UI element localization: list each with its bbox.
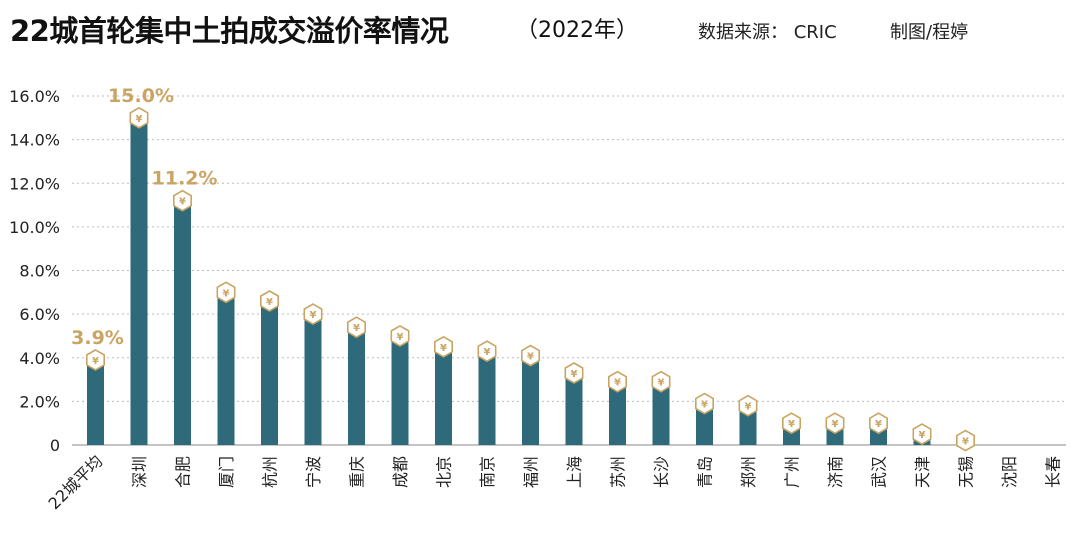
yen-symbol: ¥ <box>919 430 926 441</box>
yen-symbol: ¥ <box>658 378 665 389</box>
yen-icon <box>694 392 715 415</box>
x-tick-label: 青岛 <box>696 456 715 488</box>
x-tick-label: 成都 <box>391 456 410 488</box>
x-tick-label: 杭州 <box>261 456 280 488</box>
y-tick-label: 4.0% <box>19 349 60 368</box>
bar <box>348 327 365 445</box>
yen-icon <box>738 394 758 417</box>
yen-icon <box>216 281 236 304</box>
yen-icon <box>825 412 845 435</box>
yen-symbol: ¥ <box>223 288 230 299</box>
yen-symbol: ¥ <box>788 419 795 430</box>
yen-icon <box>303 303 323 326</box>
yen-symbol: ¥ <box>875 419 882 430</box>
bar <box>87 359 104 445</box>
yen-icon <box>781 412 802 435</box>
x-tick-label: 福州 <box>522 456 541 488</box>
chart-subtitle: （2022年） <box>516 18 638 43</box>
yen-icon <box>173 189 192 212</box>
x-tick-label: 济南 <box>826 456 845 488</box>
yen-icon <box>477 340 497 363</box>
yen-icon <box>564 362 584 384</box>
yen-symbol: ¥ <box>701 400 708 411</box>
y-tick-label: 2.0% <box>19 392 60 411</box>
yen-symbol: ¥ <box>266 297 273 308</box>
x-tick-label: 深圳 <box>130 456 149 488</box>
y-tick-label: 10.0% <box>9 218 60 237</box>
x-tick-label: 沈阳 <box>1000 456 1019 488</box>
yen-icon <box>346 316 367 339</box>
yen-icon <box>651 370 671 393</box>
x-tick-label: 厦门 <box>217 456 236 488</box>
yen-symbol: ¥ <box>484 347 491 358</box>
x-tick-label: 广州 <box>783 456 802 488</box>
y-tick-label: 14.0% <box>9 131 60 150</box>
bar <box>174 200 191 445</box>
y-tick-label: 6.0% <box>19 305 60 324</box>
chart-title: 22城首轮集中土拍成交溢价率情况 <box>10 14 449 48</box>
yen-icon <box>868 412 889 435</box>
chart-header: 22城首轮集中土拍成交溢价率情况 （2022年） 数据来源： CRIC 制图/程… <box>10 8 1070 48</box>
bar <box>217 292 235 445</box>
x-tick-label: 武汉 <box>870 456 889 488</box>
yen-symbol: ¥ <box>136 114 143 125</box>
data-label: 3.9% <box>71 327 124 349</box>
yen-symbol: ¥ <box>745 402 752 413</box>
bar <box>522 355 539 445</box>
yen-symbol: ¥ <box>397 332 404 343</box>
yen-icon <box>433 335 454 358</box>
bar <box>565 373 583 445</box>
x-tick-label: 郑州 <box>739 456 758 488</box>
bar <box>130 117 148 445</box>
yen-symbol: ¥ <box>353 323 360 334</box>
x-tick-label: 宁波 <box>304 456 323 488</box>
yen-icon <box>390 324 410 347</box>
yen-symbol: ¥ <box>571 369 578 380</box>
yen-symbol: ¥ <box>832 419 839 430</box>
data-label: 11.2% <box>152 168 218 190</box>
yen-symbol: ¥ <box>92 356 99 367</box>
bar <box>739 405 757 445</box>
bar <box>435 346 452 445</box>
yen-icon <box>129 106 149 129</box>
bar <box>478 351 496 445</box>
yen-symbol: ¥ <box>179 197 186 208</box>
x-tick-label: 南京 <box>478 456 497 488</box>
x-tick-label: 上海 <box>565 456 584 488</box>
x-tick-label: 22城平均 <box>45 451 107 513</box>
y-tick-label: 12.0% <box>9 174 60 193</box>
chart-author: 制图/程婷 <box>890 22 969 43</box>
x-tick-label: 重庆 <box>348 456 367 488</box>
bar <box>261 301 278 445</box>
yen-icon <box>520 344 541 367</box>
data-source: 数据来源： CRIC <box>698 22 837 43</box>
x-tick-label: 长沙 <box>652 456 671 488</box>
bar <box>652 381 670 445</box>
x-tick-label: 合肥 <box>174 456 193 488</box>
x-tick-label: 天津 <box>913 456 932 488</box>
x-tick-label: 苏州 <box>609 456 628 488</box>
bar <box>391 335 409 445</box>
bar <box>304 314 322 445</box>
yen-symbol: ¥ <box>310 310 317 321</box>
yen-icon <box>86 348 105 371</box>
bar <box>696 403 713 445</box>
yen-symbol: ¥ <box>527 352 534 363</box>
yen-symbol: ¥ <box>440 343 447 354</box>
yen-symbol: ¥ <box>962 437 969 448</box>
yen-icon <box>259 290 280 312</box>
x-tick-label: 长春 <box>1044 456 1063 488</box>
bar <box>609 381 626 445</box>
x-tick-label: 北京 <box>435 456 454 488</box>
x-tick-label: 无锡 <box>957 456 976 488</box>
yen-icon <box>912 423 932 446</box>
data-label: 15.0% <box>108 85 174 107</box>
y-tick-label: 16.0% <box>9 87 60 106</box>
yen-icon <box>607 370 628 393</box>
y-tick-label: 8.0% <box>19 262 60 281</box>
yen-icon <box>955 429 976 452</box>
y-tick-label: 0 <box>50 436 60 455</box>
yen-symbol: ¥ <box>614 378 621 389</box>
